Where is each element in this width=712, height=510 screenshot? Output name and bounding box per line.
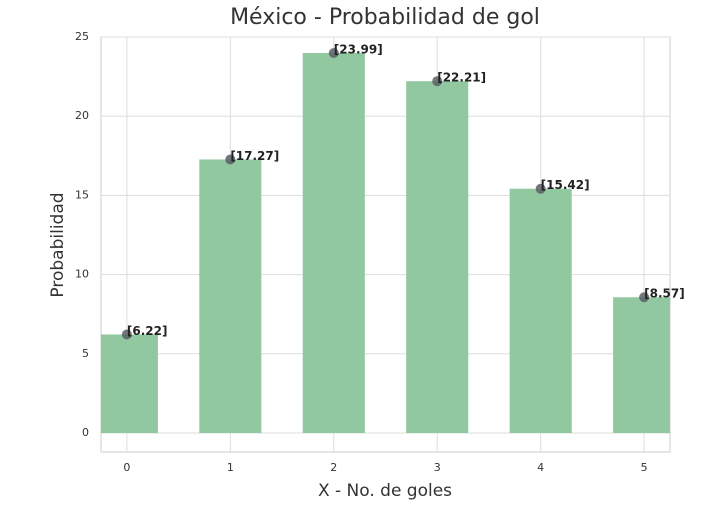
- x-tick-label: 2: [330, 461, 337, 474]
- y-tick-label: 25: [75, 30, 89, 43]
- bar: [302, 52, 365, 433]
- point: [328, 47, 339, 58]
- x-tick-label: 1: [227, 461, 234, 474]
- point: [535, 183, 546, 194]
- value-label: [17.27]: [230, 149, 279, 163]
- bar: [406, 81, 469, 433]
- point: [225, 154, 236, 165]
- chart-title: México - Probabilidad de gol: [230, 5, 540, 30]
- bar: [101, 334, 158, 433]
- y-tick-label: 0: [82, 426, 89, 439]
- x-tick-label: 4: [537, 461, 544, 474]
- x-tick-label: 5: [641, 461, 648, 474]
- y-tick-label: 15: [75, 188, 89, 201]
- value-label: [15.42]: [541, 178, 590, 192]
- value-label: [23.99]: [334, 42, 383, 56]
- y-axis-label: Probabilidad: [48, 192, 68, 297]
- x-tick-label: 3: [434, 461, 441, 474]
- point: [121, 329, 132, 340]
- bar: [509, 188, 572, 433]
- y-tick-label: 5: [82, 347, 89, 360]
- value-label: [8.57]: [644, 287, 685, 301]
- value-label: [6.22]: [127, 324, 168, 338]
- bar: [613, 297, 670, 433]
- point: [639, 292, 650, 303]
- y-tick-label: 10: [75, 268, 89, 281]
- y-tick-label: 20: [75, 109, 89, 122]
- overlay: [6.22] [17.27] [23.99] [22.21] [15.42] [8.57]: [121, 42, 685, 340]
- plot-area: [100, 36, 671, 453]
- x-tick-label: 0: [123, 461, 130, 474]
- value-label: [22.21]: [437, 71, 486, 85]
- x-axis-label: X - No. de goles: [318, 481, 452, 501]
- point: [432, 76, 443, 87]
- bars: [101, 52, 670, 433]
- bar: [199, 159, 262, 433]
